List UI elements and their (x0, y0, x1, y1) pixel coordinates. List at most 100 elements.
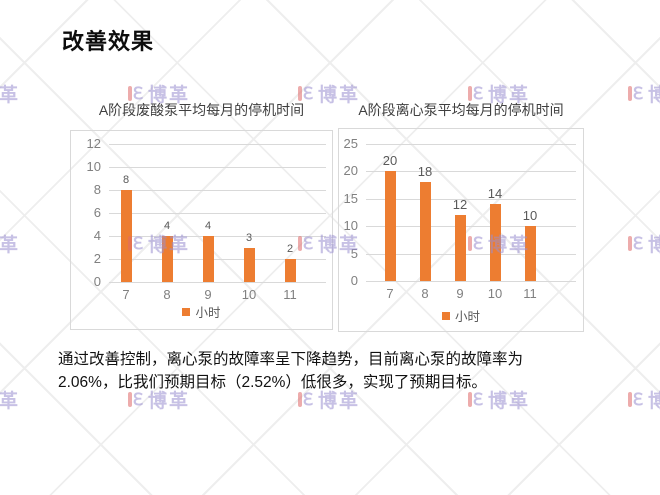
bar (524, 226, 536, 281)
logo-bracket-shape: Ɜ (303, 84, 313, 103)
bar-value-label: 2 (286, 243, 294, 255)
boge-logo-icon: Ɜ (128, 84, 143, 103)
logo-bracket-shape: Ɜ (133, 84, 143, 103)
logo-bar-shape (128, 392, 132, 407)
bar (419, 182, 431, 281)
gridline (366, 198, 576, 200)
chart1-plot-area: 8 4 4 3 2 (109, 144, 326, 283)
watermark-text: 博革 (0, 85, 21, 106)
chart2-title: A阶段离心泵平均每月的停机时间 (358, 102, 564, 118)
boge-logo-icon: Ɜ (298, 84, 313, 103)
y-axis-tick-label: 10 (86, 159, 101, 174)
bar (384, 171, 396, 281)
y-axis-tick-label: 6 (93, 205, 101, 220)
bar-value-label: 10 (522, 208, 538, 224)
bar (284, 259, 296, 282)
logo-bracket-shape: Ɜ (133, 390, 143, 409)
x-axis-category-label: 7 (122, 287, 130, 302)
y-axis-tick-label: 5 (350, 245, 358, 261)
bar (489, 204, 501, 281)
boge-logo-icon: Ɜ (628, 84, 643, 103)
boge-watermark: Ɜ博革 (0, 80, 20, 107)
bar-value-label: 4 (163, 220, 171, 232)
boge-watermark: Ɜ博革 (628, 230, 660, 257)
slide-title: 改善效果 (62, 29, 155, 54)
boge-logo-icon: Ɜ (628, 234, 643, 253)
gridline (366, 281, 576, 282)
bar-value-label: 18 (417, 164, 433, 180)
y-axis-tick-label: 12 (86, 136, 101, 151)
chart2-legend-label: 小时 (454, 310, 480, 324)
gridline (109, 236, 326, 237)
x-axis-category-label: 9 (204, 287, 212, 302)
gridline (109, 213, 326, 214)
gridline (109, 190, 326, 191)
gridline (109, 167, 326, 168)
gridline (109, 144, 326, 145)
logo-bracket-shape: Ɜ (303, 390, 313, 409)
x-axis-category-label: 11 (523, 286, 537, 301)
logo-bracket-shape: Ɜ (633, 84, 643, 103)
x-axis-category-label: 7 (386, 286, 394, 301)
y-axis-tick-label: 20 (343, 163, 358, 179)
y-axis-tick-label: 2 (93, 251, 101, 266)
bar (243, 247, 255, 282)
logo-bar-shape (298, 392, 302, 407)
logo-bracket-shape: Ɜ (473, 84, 483, 103)
x-axis-category-label: 10 (487, 286, 503, 301)
legend-swatch-icon (182, 307, 191, 316)
y-axis-tick-label: 8 (93, 182, 101, 197)
gridline (109, 259, 326, 260)
bar-value-label: 20 (382, 153, 398, 169)
boge-logo-icon: Ɜ (468, 390, 483, 409)
logo-bar-shape (628, 86, 632, 101)
x-axis-category-label: 11 (283, 287, 297, 302)
chart1-legend-label: 小时 (195, 306, 221, 320)
bar-value-label: 3 (245, 231, 253, 244)
y-axis-tick-label: 0 (350, 273, 358, 288)
x-axis-category-label: 10 (241, 287, 257, 302)
chart2-x-axis: 7 8 9 10 11 (366, 286, 576, 302)
bar-value-label: 4 (204, 220, 212, 232)
bar (454, 215, 466, 281)
watermark-text: 博革 (0, 235, 21, 256)
boge-watermark: Ɜ 博革 (628, 386, 660, 413)
chart1-title: A阶段废酸泵平均每月的停机时间 (98, 102, 305, 118)
boge-logo-icon: Ɜ (128, 390, 143, 409)
bar-value-label: 12 (452, 197, 468, 213)
gridline (366, 226, 576, 228)
gridline (366, 144, 576, 145)
logo-bar-shape (628, 392, 632, 407)
logo-bar-shape (468, 86, 472, 101)
x-axis-category-label: 9 (456, 286, 464, 301)
logo-bracket-shape: Ɜ (633, 234, 643, 253)
watermark-text: 博革 (648, 391, 660, 412)
bar (161, 236, 173, 282)
boge-watermark: Ɜ博革 (0, 386, 20, 413)
boge-logo-icon: Ɜ (628, 390, 643, 409)
chart1-y-axis: 0 2 4 6 8 10 12 (71, 136, 105, 289)
bar-value-label: 14 (487, 186, 503, 202)
gridline (109, 282, 326, 283)
conclusion-text: 通过改善控制，离心泵的故障率呈下降趋势，目前离心泵的故障率为 2.06%，比我们… (58, 349, 618, 394)
chart1-waste-acid-pump: 0 2 4 6 8 10 12 8 4 4 3 2 7 8 9 10 11 小时 (70, 130, 333, 330)
bar-value-label: 8 (122, 174, 130, 186)
bar (202, 236, 214, 282)
legend-swatch-icon (441, 311, 450, 320)
y-axis-tick-label: 25 (343, 136, 358, 151)
chart2-legend: 小时 (339, 306, 583, 325)
x-axis-category-label: 8 (163, 287, 171, 302)
logo-bracket-shape: Ɜ (633, 390, 643, 409)
y-axis-tick-label: 15 (343, 190, 358, 206)
x-axis-category-label: 8 (421, 286, 429, 301)
chart2-y-axis: 0 5 10 15 20 25 (339, 136, 362, 288)
boge-watermark: Ɜ博革 (0, 230, 20, 257)
conclusion-line1: 通过改善控制，离心泵的故障率呈下降趋势，目前离心泵的故障率为 (58, 351, 524, 368)
gridline (366, 171, 576, 173)
chart2-plot-area: 20 18 12 14 10 (366, 144, 576, 282)
logo-bar-shape (468, 392, 472, 407)
logo-bar-shape (298, 86, 302, 101)
y-axis-tick-label: 10 (343, 218, 358, 234)
boge-watermark: Ɜ博革 (628, 80, 660, 107)
